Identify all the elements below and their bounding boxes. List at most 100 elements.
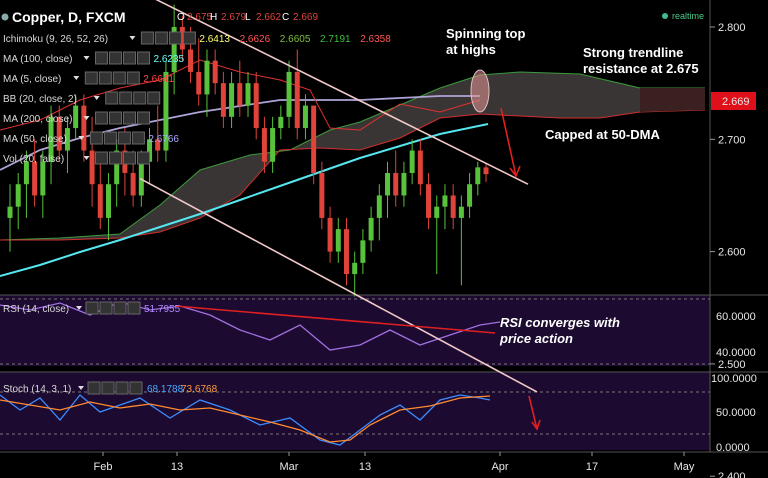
settings-icon[interactable] xyxy=(154,31,168,45)
chevron-down-icon[interactable] xyxy=(93,96,100,100)
chevron-down-icon[interactable] xyxy=(83,116,90,120)
time-tick-label: 17 xyxy=(586,461,598,473)
ohlc-readout: O 2.675 H 2.679 L 2.662 C 2.669 xyxy=(177,12,318,23)
indicator-value: 2.6766 xyxy=(148,134,179,145)
chevron-down-icon[interactable] xyxy=(76,306,82,310)
candle-body xyxy=(327,217,333,252)
candle-body xyxy=(245,83,251,106)
price-tick-label: 2.700 xyxy=(718,134,746,146)
indicator-label[interactable]: MA (200, close) xyxy=(3,114,72,125)
candle-body xyxy=(442,195,448,207)
settings-icon[interactable] xyxy=(109,111,122,125)
eye-icon[interactable] xyxy=(95,151,108,165)
close-icon[interactable] xyxy=(137,151,150,165)
candle-body xyxy=(147,139,153,162)
settings-icon[interactable] xyxy=(109,151,122,165)
indicator-label[interactable]: BB (20, close, 2) xyxy=(3,94,77,105)
indicator-value: 2.6605 xyxy=(280,34,311,45)
candle-body xyxy=(73,105,79,129)
candle-body xyxy=(237,83,243,106)
senkou-span-b xyxy=(0,109,706,241)
chevron-down-icon[interactable] xyxy=(73,76,80,80)
candle-body xyxy=(368,217,374,241)
close-icon[interactable] xyxy=(137,51,150,65)
close-icon[interactable] xyxy=(147,91,161,105)
candlesticks xyxy=(7,4,489,297)
eye-icon[interactable] xyxy=(105,91,119,105)
settings-icon[interactable] xyxy=(119,91,133,105)
eye-icon[interactable] xyxy=(89,131,103,145)
price-tick-label: 2.600 xyxy=(718,247,746,259)
close-icon[interactable] xyxy=(126,71,140,85)
annotation-rsi: price action xyxy=(499,331,573,346)
candle-body xyxy=(278,116,284,129)
senkou-span-a xyxy=(0,71,705,241)
candle-body xyxy=(360,240,366,263)
rsi-trendline xyxy=(174,305,496,334)
chevron-down-icon[interactable] xyxy=(78,136,85,140)
indicator-label[interactable]: Vol (20, false) xyxy=(3,154,64,165)
candle-body xyxy=(64,128,70,151)
settings-icon[interactable] xyxy=(103,131,117,145)
settings-icon[interactable] xyxy=(109,51,122,65)
close-value: 2.669 xyxy=(293,12,318,23)
stoch-tick: 0.0000 xyxy=(716,442,750,454)
add-icon[interactable] xyxy=(123,151,136,165)
close-icon[interactable] xyxy=(127,301,141,315)
close-icon[interactable] xyxy=(182,31,196,45)
candle-body xyxy=(385,172,391,196)
add-icon[interactable] xyxy=(123,111,136,125)
time-tick-label: Feb xyxy=(94,461,113,473)
settings-icon[interactable] xyxy=(101,381,115,395)
candle-body xyxy=(458,206,464,218)
eye-icon[interactable] xyxy=(85,301,99,315)
indicator-label[interactable]: MA (5, close) xyxy=(3,74,61,85)
realtime-dot xyxy=(662,13,668,19)
settings-icon[interactable] xyxy=(99,301,113,315)
add-icon[interactable] xyxy=(113,301,127,315)
candle-body xyxy=(171,27,177,72)
symbol-title[interactable]: Copper, D, FXCM xyxy=(12,9,126,25)
indicator-label[interactable]: MA (50, close) xyxy=(3,134,67,145)
candle-body xyxy=(32,161,38,196)
indicator-label[interactable]: Ichimoku (9, 26, 52, 26) xyxy=(3,34,108,45)
low-value: 2.662 xyxy=(256,12,281,23)
stoch-label[interactable]: Stoch (14, 3, 1) xyxy=(3,384,71,395)
indicator-value: 2.6626 xyxy=(240,34,271,45)
chevron-down-icon[interactable] xyxy=(83,156,90,160)
eye-icon[interactable] xyxy=(95,51,108,65)
chevron-down-icon[interactable] xyxy=(78,386,84,390)
close-icon[interactable] xyxy=(137,111,150,125)
eye-icon[interactable] xyxy=(95,111,108,125)
add-icon[interactable] xyxy=(117,131,131,145)
add-icon[interactable] xyxy=(123,51,136,65)
candle-body xyxy=(261,128,267,162)
low-label: L xyxy=(245,12,251,23)
eye-icon[interactable] xyxy=(87,381,101,395)
candle-body xyxy=(179,27,185,50)
chevron-down-icon[interactable] xyxy=(129,36,136,40)
add-icon[interactable] xyxy=(168,31,182,45)
price-tick-label: 2.800 xyxy=(718,22,746,34)
chevron-down-icon[interactable] xyxy=(83,56,90,60)
add-icon[interactable] xyxy=(115,381,129,395)
eye-icon[interactable] xyxy=(140,31,154,45)
candle-body xyxy=(196,71,202,95)
candle-body xyxy=(253,83,259,129)
realtime-label: realtime xyxy=(672,11,704,21)
candle-body xyxy=(7,206,13,218)
rsi-label[interactable]: RSI (14, close) xyxy=(3,304,69,315)
candle-body xyxy=(163,71,169,151)
settings-icon[interactable] xyxy=(98,71,112,85)
candle-body xyxy=(229,83,235,117)
candle-body xyxy=(286,71,292,117)
add-icon[interactable] xyxy=(112,71,126,85)
stoch-d-value: 73.6768 xyxy=(181,384,218,395)
eye-icon[interactable] xyxy=(84,71,98,85)
close-icon[interactable] xyxy=(131,131,145,145)
close-icon[interactable] xyxy=(129,381,143,395)
add-icon[interactable] xyxy=(133,91,147,105)
indicator-label[interactable]: MA (100, close) xyxy=(3,54,72,65)
candle-body xyxy=(483,167,489,175)
close-label: C xyxy=(282,12,289,23)
